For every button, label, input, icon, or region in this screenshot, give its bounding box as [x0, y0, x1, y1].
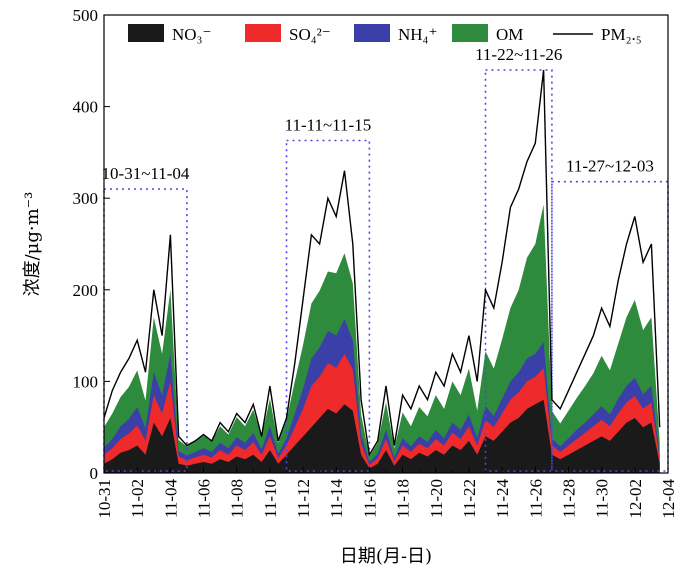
y-tick-label: 500	[73, 6, 99, 25]
legend-label-nh4: NH₄⁺	[398, 25, 437, 44]
x-tick-label: 11-22	[460, 479, 479, 518]
area-no3	[104, 399, 660, 473]
x-tick-label: 12-02	[626, 479, 645, 519]
highlight-periods: 10-31~11-04 11-11~11-15 11-22~11-26 11-27~1…	[102, 45, 669, 472]
legend-label-pm: PM₂.₅	[601, 25, 642, 44]
x-tick-label: 11-30	[593, 479, 612, 518]
x-tick-label: 11-14	[327, 479, 346, 519]
x-tick-label: 11-16	[360, 479, 379, 518]
x-axis-ticks: 10-31 11-02 11-04 11-06 11-08 11-10 11-12 11-14…	[95, 467, 678, 519]
pm25-line	[103, 69, 661, 457]
legend-swatch-nh4	[354, 24, 390, 42]
x-axis-title: 日期(月-日)	[340, 546, 432, 567]
x-tick-label: 11-08	[228, 479, 247, 518]
y-tick-label: 400	[73, 98, 99, 117]
x-tick-label: 11-28	[559, 479, 578, 518]
x-tick-label: 10-31	[95, 479, 114, 519]
legend-label-om: OM	[496, 25, 523, 44]
legend-swatch-no3	[128, 24, 164, 42]
legend-swatch-om	[452, 24, 488, 42]
x-tick-label: 11-24	[493, 479, 512, 519]
y-tick-label: 200	[73, 281, 99, 300]
stacked-areas	[104, 204, 660, 473]
legend: NO₃⁻ SO₄²⁻ NH₄⁺ OM PM₂.₅	[128, 24, 642, 44]
x-tick-label: 11-26	[526, 479, 545, 518]
y-axis-title: 浓度/μg·m⁻³	[22, 192, 43, 297]
x-tick-label: 11-12	[294, 479, 313, 518]
period-box-3	[551, 180, 669, 472]
period-label-2: 11-22~11-26	[475, 45, 562, 64]
y-axis-ticks: 0 100 200 300 400 500	[73, 6, 110, 483]
x-tick-label: 11-10	[261, 479, 280, 518]
legend-label-no3: NO₃⁻	[172, 25, 211, 44]
period-label-0: 10-31~11-04	[102, 164, 190, 183]
x-tick-label: 11-02	[128, 479, 147, 518]
period-box-1	[285, 139, 371, 472]
x-tick-label: 12-04	[659, 479, 678, 519]
period-label-3: 11-27~12-03	[566, 157, 654, 176]
x-tick-label: 11-18	[394, 479, 413, 518]
period-label-1: 11-11~11-15	[285, 116, 372, 135]
y-tick-label: 100	[73, 372, 99, 391]
pm25-line-path	[103, 69, 661, 457]
x-tick-label: 11-20	[427, 479, 446, 518]
y-tick-label: 0	[90, 464, 99, 483]
x-tick-label: 11-06	[195, 479, 214, 518]
legend-label-so4: SO₄²⁻	[289, 25, 331, 44]
y-tick-label: 300	[73, 189, 99, 208]
x-tick-label: 11-04	[161, 479, 180, 519]
legend-swatch-so4	[245, 24, 281, 42]
